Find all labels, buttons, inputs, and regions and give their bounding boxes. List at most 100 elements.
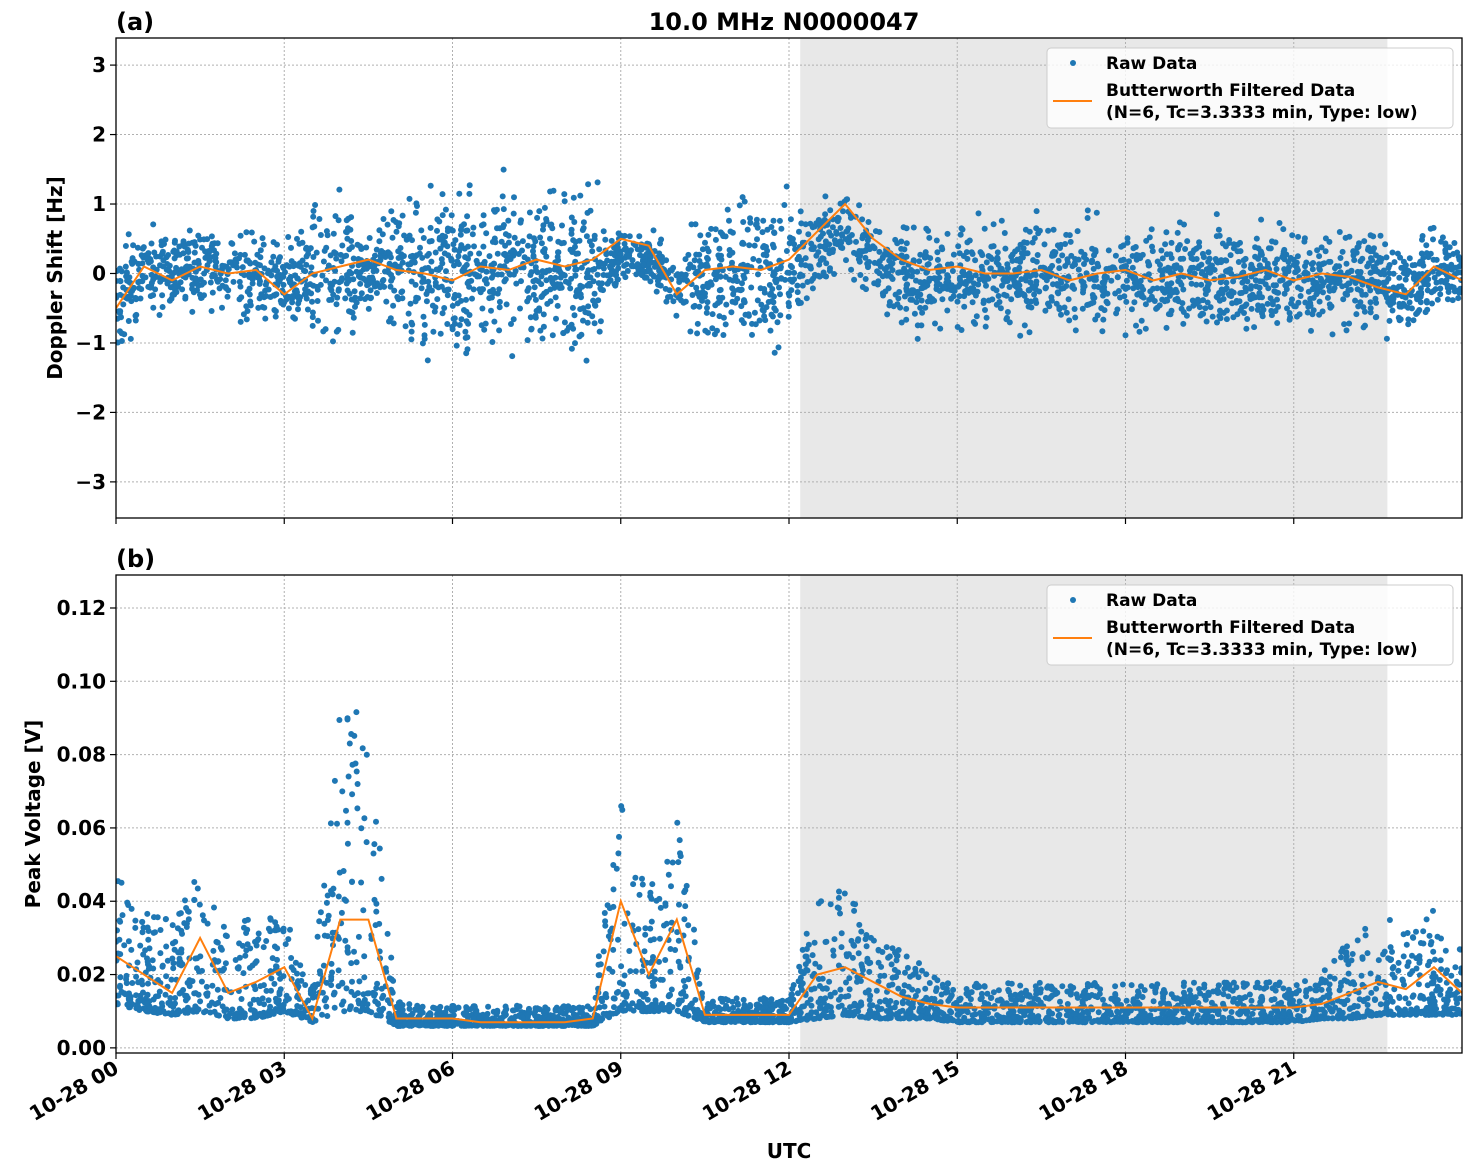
raw-point (729, 285, 735, 291)
raw-point (567, 285, 573, 291)
raw-point (1137, 329, 1143, 335)
raw-point (1263, 980, 1269, 986)
raw-point (1238, 248, 1244, 254)
raw-point (333, 256, 339, 262)
raw-point (316, 216, 322, 222)
raw-point (138, 286, 144, 292)
raw-point (674, 820, 680, 826)
raw-point (1338, 255, 1344, 261)
raw-point (876, 249, 882, 255)
raw-point (320, 328, 326, 334)
raw-point (914, 269, 920, 275)
raw-point (383, 299, 389, 305)
raw-point (756, 258, 762, 264)
raw-point (865, 264, 871, 270)
raw-point (1317, 299, 1323, 305)
raw-point (150, 221, 156, 227)
raw-point (1002, 230, 1008, 236)
raw-point (135, 261, 141, 267)
raw-point (611, 886, 617, 892)
raw-point (117, 278, 123, 284)
raw-point (456, 191, 462, 197)
raw-point (413, 295, 419, 301)
raw-point (675, 295, 681, 301)
raw-point (504, 258, 510, 264)
raw-point (483, 230, 489, 236)
raw-point (904, 281, 910, 287)
raw-point (1430, 949, 1436, 955)
raw-point (939, 244, 945, 250)
raw-point (901, 224, 907, 230)
raw-point (767, 282, 773, 288)
raw-point (584, 358, 590, 364)
raw-point (1407, 255, 1413, 261)
raw-point (547, 222, 553, 228)
raw-point (238, 294, 244, 300)
raw-point (1274, 297, 1280, 303)
raw-point (1294, 314, 1300, 320)
raw-point (159, 292, 165, 298)
raw-point (1031, 292, 1037, 298)
y-tick-label: −2 (75, 400, 106, 424)
raw-point (561, 240, 567, 246)
raw-point (479, 222, 485, 228)
raw-point (1149, 294, 1155, 300)
raw-point (675, 271, 681, 277)
y-axis-label-b: Peak Voltage [V] (21, 720, 45, 909)
raw-point (524, 298, 530, 304)
raw-point (1359, 954, 1365, 960)
raw-point (926, 276, 932, 282)
raw-point (894, 301, 900, 307)
raw-point (784, 184, 790, 190)
raw-point (170, 922, 176, 928)
raw-point (612, 283, 618, 289)
raw-point (273, 963, 279, 969)
raw-point (1085, 215, 1091, 221)
raw-point (277, 976, 283, 982)
raw-point (1274, 266, 1280, 272)
raw-point (1175, 278, 1181, 284)
raw-point (311, 224, 317, 230)
raw-point (339, 980, 345, 986)
raw-point (1358, 269, 1364, 275)
raw-point (1455, 295, 1461, 301)
raw-point (509, 353, 515, 359)
raw-point (440, 212, 446, 218)
raw-point (1344, 261, 1350, 267)
raw-point (1123, 332, 1129, 338)
raw-point (771, 218, 777, 224)
raw-point (636, 233, 642, 239)
raw-point (706, 248, 712, 254)
raw-point (160, 257, 166, 263)
raw-point (1350, 249, 1356, 255)
raw-point (596, 953, 602, 959)
y-tick-label: 0 (92, 261, 106, 285)
raw-point (353, 709, 359, 715)
raw-point (1198, 282, 1204, 288)
raw-point (797, 272, 803, 278)
raw-point (804, 931, 810, 937)
raw-point (910, 287, 916, 293)
raw-point (569, 346, 575, 352)
y-tick-label: 0.06 (57, 816, 106, 840)
raw-point (836, 905, 842, 911)
raw-point (760, 218, 766, 224)
raw-point (1287, 315, 1293, 321)
raw-point (480, 244, 486, 250)
raw-point (257, 262, 263, 268)
raw-point (657, 241, 663, 247)
raw-point (334, 329, 340, 335)
raw-point (1149, 244, 1155, 250)
raw-point (1397, 255, 1403, 261)
raw-point (1042, 308, 1048, 314)
raw-point (241, 272, 247, 278)
raw-point (1297, 998, 1303, 1004)
raw-point (1187, 268, 1193, 274)
raw-point (786, 303, 792, 309)
raw-point (951, 252, 957, 258)
raw-point (475, 261, 481, 267)
raw-point (894, 240, 900, 246)
raw-point (1186, 306, 1192, 312)
raw-point (1387, 302, 1393, 308)
raw-point (1143, 326, 1149, 332)
